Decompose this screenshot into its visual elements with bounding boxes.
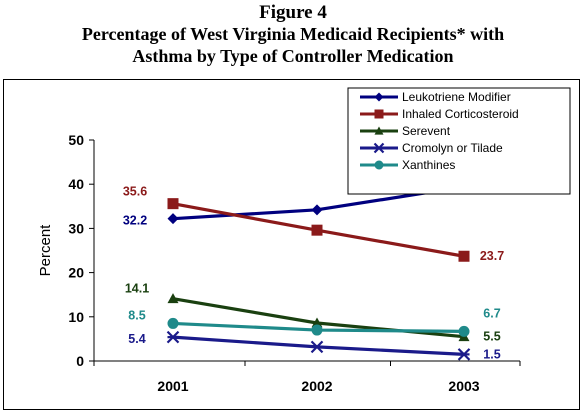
- data-point: [311, 317, 323, 328]
- data-label: 14.1: [125, 282, 149, 296]
- data-point: [458, 250, 470, 262]
- data-point: [311, 204, 323, 216]
- legend-box: [347, 87, 571, 195]
- data-label: 6.7: [483, 306, 500, 320]
- legend-marker: [374, 109, 384, 119]
- data-label: 35.6: [123, 185, 147, 199]
- legend-marker: [374, 92, 384, 102]
- data-point: [167, 293, 179, 304]
- chart-title-line-2: Asthma by Type of Controller Medication: [132, 46, 454, 66]
- y-tick-label: 0: [76, 353, 84, 369]
- legend-marker: [374, 160, 384, 170]
- y-tick-label: 10: [68, 309, 84, 325]
- legend-label: Xanthines: [402, 158, 455, 172]
- legend-marker: [374, 126, 384, 135]
- data-point: [167, 198, 179, 210]
- legend-label: Leukotriene Modifier: [402, 90, 511, 104]
- y-axis-label: Percent: [37, 224, 54, 277]
- data-label: 23.7: [480, 249, 504, 263]
- chart-frame: [3, 79, 580, 410]
- x-tick-label: 2003: [448, 378, 479, 394]
- data-label: 1.5: [483, 347, 500, 361]
- legend-label: Inhaled Corticosteroid: [402, 107, 519, 121]
- data-label: 8.5: [128, 308, 145, 322]
- data-point: [167, 317, 179, 329]
- data-point: [166, 330, 180, 344]
- data-point: [310, 340, 324, 354]
- legend-marker: [373, 142, 385, 154]
- data-label: 32.2: [123, 214, 147, 228]
- data-point: [311, 224, 323, 236]
- y-tick-label: 50: [68, 132, 84, 148]
- data-label: 5.5: [483, 330, 500, 344]
- data-point: [167, 213, 179, 225]
- legend-label: Cromolyn or Tilade: [402, 141, 503, 155]
- chart-title-line-1: Percentage of West Virginia Medicaid Rec…: [81, 24, 505, 44]
- data-point: [458, 325, 470, 337]
- x-tick-label: 2002: [301, 378, 332, 394]
- data-label: 5.4: [128, 332, 145, 346]
- legend-label: Serevent: [402, 124, 451, 138]
- y-tick-label: 40: [68, 176, 84, 192]
- data-point: [457, 348, 471, 361]
- figure-label: Figure 4: [259, 2, 327, 23]
- x-tick-label: 2001: [157, 378, 188, 394]
- y-tick-label: 20: [68, 265, 84, 281]
- y-tick-label: 30: [68, 220, 84, 236]
- data-point: [311, 324, 323, 336]
